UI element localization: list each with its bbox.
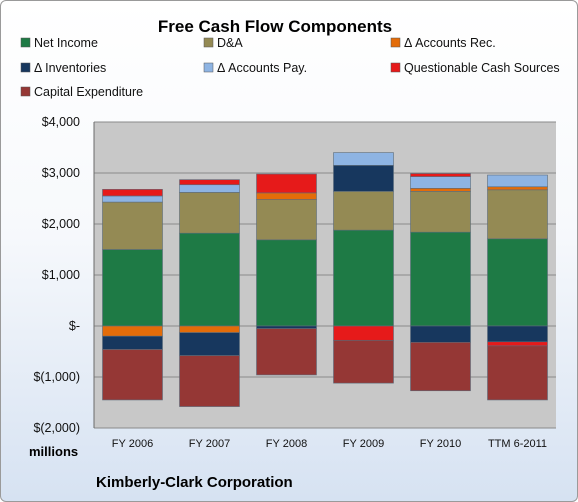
legend-swatch — [390, 62, 401, 73]
bar-segment — [102, 349, 163, 401]
bar-segment — [333, 165, 394, 192]
legend: Net Income D&A Δ Accounts Rec. Δ Inventorie… — [20, 36, 560, 99]
bars — [102, 152, 548, 407]
x-tick-label: FY 2007 — [189, 438, 230, 450]
bar-segment — [410, 176, 471, 189]
legend-label: Capital Expenditure — [34, 85, 143, 99]
bar-segment — [179, 355, 240, 407]
bar-segment — [333, 339, 394, 384]
chart-title: Free Cash Flow Components — [158, 17, 392, 36]
bar-segment — [256, 199, 317, 241]
bar-segment — [179, 184, 240, 193]
bar-segment — [410, 342, 471, 392]
legend-label: Questionable Cash Sources — [404, 61, 560, 75]
y-tick-label: $3,000 — [42, 166, 80, 180]
bar-segment — [102, 201, 163, 250]
bar-segment — [410, 173, 471, 177]
bar-segment — [256, 328, 317, 376]
bar-segment — [333, 229, 394, 327]
bar-segment — [179, 325, 240, 333]
bar-segment — [487, 189, 548, 240]
company-footer: Kimberly-Clark Corporation — [96, 474, 293, 491]
legend-label: Δ Accounts Rec. — [404, 36, 496, 50]
bar-segment — [333, 191, 394, 231]
bar-segment — [487, 341, 548, 347]
legend-swatch — [203, 62, 214, 73]
bar-segment — [179, 232, 240, 327]
bar-segment — [102, 195, 163, 203]
x-tick-label: FY 2008 — [266, 438, 307, 450]
bar-segment — [487, 345, 548, 401]
y-tick-label: $1,000 — [42, 268, 80, 282]
bar-segment — [256, 192, 317, 200]
gridlines — [94, 121, 556, 429]
x-tick-label: TTM 6-2011 — [488, 438, 547, 450]
legend-swatch — [20, 37, 31, 48]
bar-segment — [410, 191, 471, 233]
bar-segment — [410, 325, 471, 343]
legend-swatch — [203, 37, 214, 48]
bar-segment — [179, 179, 240, 186]
y-tick-label: $- — [69, 319, 80, 333]
x-tick-label: FY 2010 — [420, 438, 461, 450]
bar-segment — [487, 186, 548, 191]
y-tick-label: $4,000 — [42, 115, 80, 129]
bar-segment — [410, 188, 471, 192]
bar-segment — [487, 238, 548, 327]
legend-swatch — [20, 86, 31, 97]
bar-segment — [487, 174, 548, 188]
legend-label: D&A — [217, 36, 243, 50]
bar-segment — [102, 335, 163, 350]
y-tick-label: $2,000 — [42, 217, 80, 231]
bar-segment — [179, 332, 240, 356]
y-tick-label: $(1,000) — [33, 370, 80, 384]
legend-label: Δ Accounts Pay. — [217, 61, 307, 75]
legend-swatch — [390, 37, 401, 48]
x-tick-label: FY 2006 — [112, 438, 153, 450]
legend-label: Δ Inventories — [34, 61, 106, 75]
legend-swatch — [20, 62, 31, 73]
x-axis: FY 2006 FY 2007 FY 2008 FY 2009 FY 2010 TTM 6… — [112, 438, 547, 450]
bar-segment — [179, 192, 240, 234]
unit-label: millions — [29, 444, 78, 459]
bar-segment — [333, 152, 394, 166]
x-tick-label: FY 2009 — [343, 438, 384, 450]
bar-segment — [102, 325, 163, 337]
bar-segment — [256, 325, 317, 329]
bar-segment — [102, 249, 163, 327]
bar-segment — [256, 173, 317, 194]
y-tick-label: $(2,000) — [33, 421, 80, 435]
bar-segment — [333, 325, 394, 341]
y-axis: $4,000 $3,000 $2,000 $1,000 $- $(1,000) $(2,00… — [33, 115, 95, 435]
bar-segment — [410, 231, 471, 327]
bar-segment — [487, 325, 548, 343]
legend-label: Net Income — [34, 36, 98, 50]
bar-segment — [102, 189, 163, 197]
bar-segment — [256, 239, 317, 327]
